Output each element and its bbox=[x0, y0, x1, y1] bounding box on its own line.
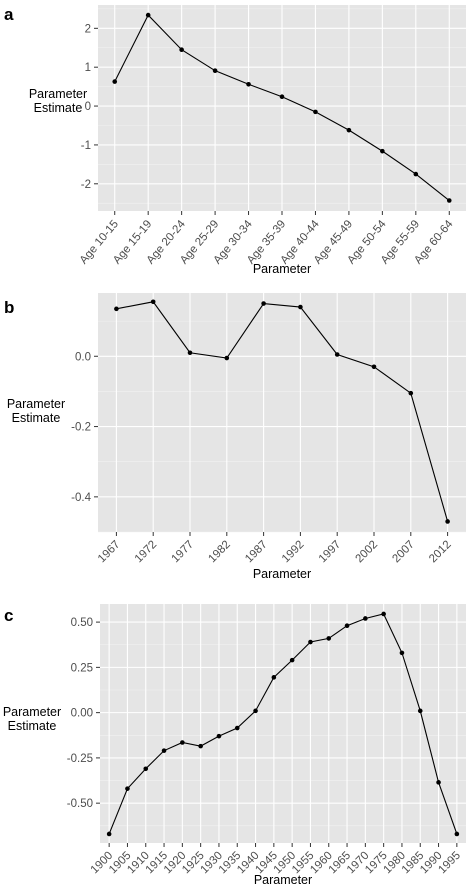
panel-b-x-tick-label: 1987 bbox=[243, 539, 270, 566]
panel-b-data-point bbox=[334, 352, 340, 357]
panel-a-data-point bbox=[313, 109, 318, 115]
panel-b-y-tick-label: -0.2 bbox=[71, 422, 91, 434]
panel-c-data-point bbox=[143, 766, 149, 772]
panel-c-data-point bbox=[399, 650, 405, 656]
panel-b-data-point bbox=[187, 350, 193, 356]
panel-c-plot-area bbox=[100, 604, 466, 843]
panel-b-x-tick-label: 1967 bbox=[96, 539, 123, 566]
panel-c-y-tick-label: -0.50 bbox=[67, 798, 93, 810]
panel-c-data-point bbox=[253, 708, 258, 714]
panel-c-data-point bbox=[417, 708, 423, 714]
panel-b-y-tick-label: -0.4 bbox=[71, 492, 91, 504]
panel-a-data-point bbox=[212, 68, 218, 73]
panel-a-x-axis-title: Parameter bbox=[253, 262, 311, 276]
panel-c-y-axis-title: Estimate bbox=[8, 719, 57, 733]
panel-b-x-tick-label: 1992 bbox=[280, 539, 307, 566]
panel-c-y-tick-label: 0.50 bbox=[71, 617, 93, 629]
panel-a-data-point bbox=[279, 94, 285, 100]
panel-b-data-point bbox=[408, 390, 414, 396]
panel-c-data-point bbox=[344, 623, 350, 629]
panel-a-y-tick-label: 2 bbox=[85, 23, 91, 35]
panel-a-y-tick-label: -1 bbox=[81, 140, 91, 152]
panel-b-plot-area bbox=[98, 293, 466, 532]
panel-c-y-tick-label: 0.25 bbox=[71, 662, 93, 674]
panel-c-data-point bbox=[198, 743, 203, 749]
panel-c-letter: c bbox=[4, 606, 13, 625]
panel-c-data-point bbox=[436, 780, 441, 785]
panel-b-data-point bbox=[445, 519, 450, 524]
panel-a-data-point bbox=[346, 127, 352, 133]
panel-a-y-axis-title: Estimate bbox=[34, 101, 83, 115]
panel-b-y-axis-title: Estimate bbox=[12, 411, 61, 425]
panel-b-x-tick-label: 2012 bbox=[427, 539, 454, 566]
panel-c-data-point bbox=[125, 786, 130, 791]
panel-c-data-point bbox=[289, 657, 295, 663]
panel-c-data-point bbox=[216, 733, 222, 739]
panel-b-x-tick-label: 1977 bbox=[170, 539, 197, 566]
panel-b-data-point bbox=[150, 299, 156, 305]
panel-b-x-tick-label: 1982 bbox=[206, 539, 233, 566]
panel-b-x-tick-label: 1997 bbox=[317, 539, 344, 566]
panel-b-series-line bbox=[116, 301, 449, 522]
panel-b-x-axis-title: Parameter bbox=[253, 567, 311, 581]
panel-b-data-point bbox=[298, 304, 303, 310]
panel-b-data-point bbox=[261, 301, 266, 306]
panel-a-data-point bbox=[380, 148, 385, 154]
panel-a-data-point bbox=[246, 81, 251, 87]
panel-c-data-point bbox=[180, 740, 185, 745]
panel-c: 0.500.250.00-0.25-0.50190019051910191519… bbox=[3, 604, 466, 887]
panel-c-series-line bbox=[108, 613, 458, 835]
panel-b-data-point bbox=[114, 306, 119, 312]
panel-b-x-tick-label: 1972 bbox=[133, 539, 160, 566]
panel-c-data-point bbox=[363, 616, 368, 621]
panel-b-x-tick-label: 2002 bbox=[354, 539, 381, 566]
panel-c-data-point bbox=[326, 636, 332, 641]
panel-a-data-point bbox=[446, 198, 452, 203]
panel-c-data-point bbox=[271, 675, 277, 680]
panel-c-x-tick-label: 1995 bbox=[436, 850, 463, 877]
panel-c-data-point bbox=[234, 725, 240, 731]
panel-b-y-axis-title: Parameter bbox=[7, 397, 65, 411]
panel-a-data-point bbox=[179, 47, 184, 52]
panel-a-data-point bbox=[145, 12, 151, 18]
panel-c-y-axis-title: Parameter bbox=[3, 705, 61, 719]
panel-c-data-point bbox=[381, 611, 386, 617]
panel-c-y-tick-label: 0.00 bbox=[71, 708, 93, 720]
panel-b-x-tick-label: 2007 bbox=[390, 539, 417, 566]
panel-c-y-tick-label: -0.25 bbox=[67, 753, 93, 765]
panel-a-data-point bbox=[413, 171, 419, 177]
panel-b-y-tick-label: 0.0 bbox=[75, 351, 91, 363]
panel-b-data-point bbox=[371, 364, 377, 370]
panel-a-y-axis-title: Parameter bbox=[29, 87, 87, 101]
panel-c-data-point bbox=[106, 831, 112, 837]
panel-a-y-tick-label: -2 bbox=[81, 179, 91, 191]
panel-a-letter: a bbox=[4, 5, 14, 24]
panel-a-y-tick-label: 1 bbox=[85, 62, 91, 74]
panel-a-y-tick-label: 0 bbox=[85, 101, 91, 113]
panel-b-letter: b bbox=[4, 298, 14, 317]
panel-c-x-axis-title: Parameter bbox=[254, 873, 312, 887]
panel-c-data-point bbox=[454, 831, 460, 837]
panel-b: 0.0 -0.2 -0.4 1967 1972 1977 1982 1987 1992 1997 2… bbox=[4, 293, 466, 581]
panel-a-data-point bbox=[112, 79, 118, 84]
panel-c-data-point bbox=[308, 639, 313, 645]
panel-b-data-point bbox=[224, 355, 230, 361]
panel-c-data-point bbox=[161, 748, 167, 753]
